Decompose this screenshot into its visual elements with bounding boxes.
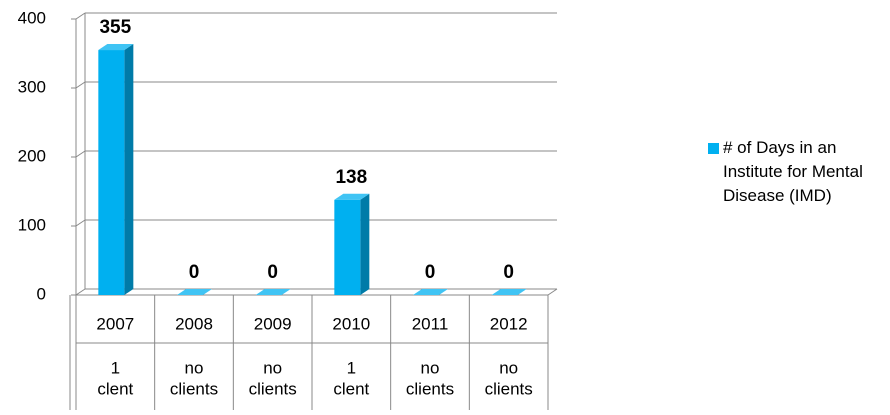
- bar-top: [491, 289, 527, 295]
- data-label: 0: [503, 262, 514, 283]
- bar: [334, 199, 361, 295]
- bar-top: [413, 289, 448, 295]
- y-tick-label: 100: [18, 215, 46, 234]
- x-sublabel: 1: [347, 358, 356, 377]
- data-label: 0: [189, 262, 200, 283]
- data-label: 0: [425, 262, 436, 283]
- y-tick-label: 400: [18, 8, 46, 27]
- y-tick-label: 0: [37, 284, 46, 303]
- x-tick-label: 2008: [175, 314, 213, 333]
- legend: # of Days in an Institute for Mental Dis…: [708, 136, 878, 208]
- data-label: 138: [335, 167, 367, 188]
- x-tick-label: 2007: [96, 314, 134, 333]
- bar-side: [124, 44, 134, 295]
- x-tick-label: 2010: [332, 314, 370, 333]
- x-tick-label: 2012: [490, 314, 528, 333]
- grid-line: [75, 12, 86, 20]
- x-sublabel: no: [421, 358, 440, 377]
- x-sublabel: clients: [485, 379, 533, 398]
- axis-line: [547, 288, 558, 296]
- grid-line: [75, 81, 86, 89]
- y-tick-label: 200: [18, 146, 46, 165]
- x-tick-label: 2011: [412, 314, 449, 333]
- bar: [98, 50, 125, 295]
- y-tick-label: 300: [18, 77, 46, 96]
- legend-key: [708, 143, 719, 154]
- x-sublabel: clients: [170, 379, 218, 398]
- grid-line: [75, 219, 86, 227]
- bar-top: [98, 44, 134, 51]
- x-sublabel: clent: [97, 379, 133, 398]
- x-sublabel: 1: [111, 358, 120, 377]
- bar-top: [255, 289, 291, 295]
- grid-line: [75, 288, 86, 296]
- legend-label: # of Days in an Institute for Mental Dis…: [723, 138, 863, 205]
- data-label: 0: [267, 262, 278, 283]
- x-sublabel: clients: [406, 379, 454, 398]
- x-sublabel: clent: [333, 379, 369, 398]
- bar-side: [360, 193, 370, 295]
- x-sublabel: no: [499, 358, 518, 377]
- data-label: 355: [99, 17, 131, 38]
- bar-top: [334, 193, 370, 200]
- x-sublabel: no: [263, 358, 282, 377]
- x-sublabel: clients: [249, 379, 297, 398]
- x-tick-label: 2009: [254, 314, 292, 333]
- bar-top: [177, 289, 212, 295]
- x-sublabel: no: [185, 358, 204, 377]
- grid-line: [75, 150, 86, 158]
